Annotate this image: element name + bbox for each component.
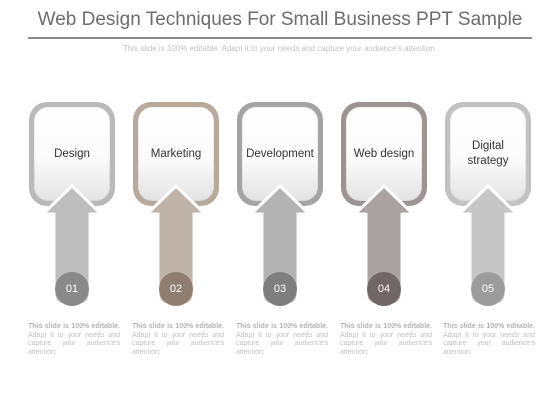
slide-title: Web Design Techniques For Small Business… (37, 9, 523, 30)
step-digital-strategy: Digital strategy 05 (445, 102, 531, 312)
step-web-design: Web design 04 (341, 102, 427, 312)
step-card: Digital strategy (445, 102, 531, 206)
step-number: 02 (159, 272, 193, 306)
up-arrow-icon (457, 184, 519, 308)
step-description: This slide is 100% editable. Adapt it to… (443, 323, 535, 356)
up-arrow-icon (249, 184, 311, 308)
step-card: Design (29, 102, 115, 206)
step-label: Web design (353, 147, 415, 160)
up-arrow-icon (41, 184, 103, 308)
step-description: This slide is 100% editable. Adapt it to… (132, 323, 224, 356)
step-label: Marketing (150, 147, 202, 160)
slide-subtitle: This slide is 100% editable. Adapt it to… (122, 44, 438, 53)
step-description: This slide is 100% editable. Adapt it to… (236, 323, 328, 356)
step-description: This slide is 100% editable. Adapt it to… (340, 323, 432, 356)
step-description: This slide is 100% editable. Adapt it to… (28, 323, 120, 356)
step-label: Digital strategy (467, 140, 509, 167)
step-design: Design 01 (29, 102, 115, 312)
step-number: 03 (263, 272, 297, 306)
step-development: Development 03 (237, 102, 323, 312)
step-number: 05 (471, 272, 505, 306)
step-marketing: Marketing 02 (133, 102, 219, 312)
step-label: Design (54, 147, 90, 160)
step-number: 04 (367, 272, 401, 306)
up-arrow-icon (353, 184, 415, 308)
up-arrow-icon (145, 184, 207, 308)
step-card: Development (237, 102, 323, 206)
step-label: Development (246, 147, 314, 160)
step-card: Marketing (133, 102, 219, 206)
title-divider (28, 37, 532, 39)
step-number: 01 (55, 272, 89, 306)
